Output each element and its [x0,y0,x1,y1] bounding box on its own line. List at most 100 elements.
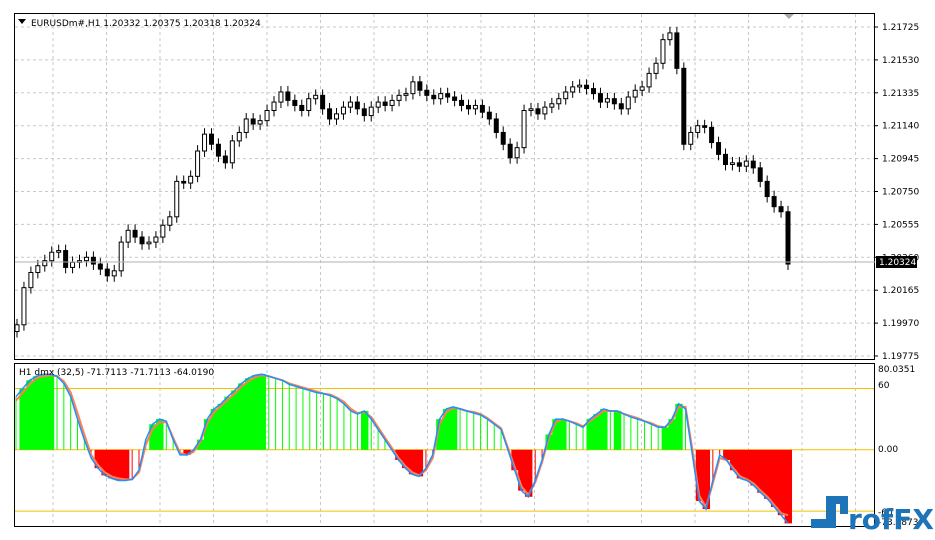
candle [743,155,749,173]
candle-body [382,101,388,106]
candle-body [639,86,645,91]
candle-body [549,103,555,108]
candle [347,96,353,114]
candlestick-series [14,27,791,338]
candle [563,86,569,105]
histogram-bar [552,419,560,450]
price-label: 1.20555 [882,220,919,230]
candle-body [229,140,235,164]
candle [736,156,742,173]
indicator-level-60: 60 [878,381,890,391]
candle-body [507,143,513,159]
candle-body [28,271,34,289]
candle-body [514,147,520,159]
candle-body [208,133,214,145]
candle-body [334,113,340,120]
candle [646,67,652,93]
candle [236,126,242,147]
histogram-bar [770,449,779,508]
price-label: 1.19775 [882,352,919,362]
histogram-bar [156,419,164,450]
candle-body [285,91,291,101]
candle [334,107,340,125]
candle [403,87,409,102]
current-price-box [876,256,917,268]
candle [597,87,603,108]
candle-body [90,256,96,265]
candle-body [195,150,201,177]
histogram-bar [613,410,622,450]
candle-body [63,250,69,268]
candle-body [597,93,603,103]
candle-body [542,106,548,115]
price-axis: 1.21725 1.21530 1.21335 1.21140 1.20945 1.207… [874,23,919,362]
histogram-bar [224,396,232,450]
candle [653,57,659,80]
candle-body [236,131,242,142]
candle-body [21,287,27,326]
candle [215,138,221,162]
candle-body [688,131,694,145]
candle [202,128,208,157]
candle [167,210,173,232]
candle [28,266,34,294]
histogram-bar [757,449,765,493]
candle-body [695,125,701,133]
candle-body [743,160,749,167]
candle [702,119,708,134]
candle-body [618,103,624,110]
candle-body [764,180,770,198]
candle-body [222,155,228,164]
candle [604,92,610,108]
indicator-bottom-value: -73.5873 [878,518,918,528]
candle [313,89,319,105]
candle [591,82,597,100]
candle-body [410,81,416,95]
candle-body [459,99,465,106]
candle-body [472,104,478,110]
candle [292,94,298,112]
candle [757,161,763,188]
candle [570,80,576,98]
candle [514,141,520,164]
candle [340,101,346,120]
candle-body [417,81,423,91]
candle [139,231,145,250]
candle [722,148,728,171]
candle-body [646,72,652,88]
candle [264,104,270,127]
candle-body [486,111,492,120]
candle [271,96,277,117]
main-panel-frame[interactable] [14,13,875,360]
candle-body [299,104,305,112]
candle-body [438,93,444,100]
shift-marker-icon[interactable] [784,14,794,19]
candle-body [97,263,103,270]
price-label: 1.21140 [882,122,919,132]
candle-body [264,110,270,122]
candle [465,99,471,115]
candle-body [375,101,381,108]
candle [424,84,430,102]
histogram-bar [258,374,266,450]
candle [500,126,506,151]
histogram-bar [238,383,246,450]
candle [132,224,138,243]
histogram-bar [94,449,102,469]
candle [160,219,166,243]
candle [681,62,687,151]
current-price-label: 1.20324 [879,258,916,268]
candle-body [493,118,499,133]
histogram-bar [736,449,745,479]
chevron-down-icon[interactable] [18,19,26,24]
candle-body [250,118,256,125]
candle-body [111,270,117,277]
candle-body [146,241,152,245]
price-label: 1.20165 [882,286,919,296]
candle-body [674,32,680,69]
candle [389,94,395,112]
candle [195,145,201,183]
candle [63,244,69,274]
candle-body [278,91,284,103]
